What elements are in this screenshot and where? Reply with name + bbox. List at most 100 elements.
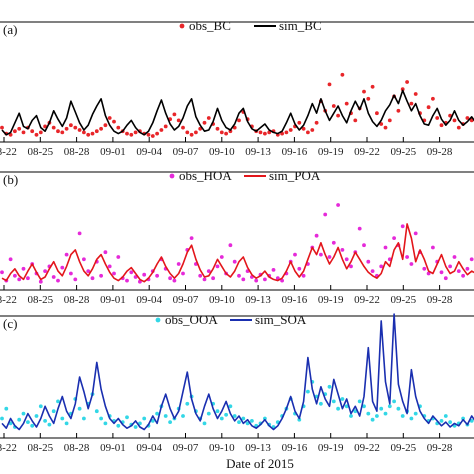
x-tick-label: 09-19 <box>318 294 344 306</box>
data-point-obs_HOA <box>465 266 470 271</box>
data-point-obs_OOA <box>155 411 160 416</box>
data-point-obs_OOA <box>181 414 185 418</box>
data-point-obs_BC <box>51 125 56 130</box>
data-point-obs_HOA <box>129 270 134 275</box>
legend-label-obs_HOA: obs_HOA <box>179 168 232 183</box>
data-point-obs_OOA <box>319 401 323 406</box>
data-point-obs_BC <box>64 126 69 131</box>
data-point-obs_BC <box>452 118 457 123</box>
x-tick-label: 09-13 <box>245 442 271 454</box>
legend-marker-obs_HOA <box>169 173 175 179</box>
data-point-obs_OOA <box>396 406 401 411</box>
data-point-obs_OOA <box>103 421 108 426</box>
data-point-obs_HOA <box>383 245 388 250</box>
data-point-obs_BC <box>310 128 315 132</box>
data-point-obs_HOA <box>82 257 86 262</box>
data-point-obs_HOA <box>357 226 362 231</box>
data-point-obs_HOA <box>254 278 259 283</box>
data-point-obs_HOA <box>439 270 444 275</box>
data-point-obs_OOA <box>125 415 129 420</box>
data-point-obs_HOA <box>51 275 56 279</box>
data-point-obs_OOA <box>232 414 237 418</box>
data-point-obs_BC <box>297 120 302 125</box>
data-point-obs_HOA <box>116 255 121 259</box>
data-point-obs_HOA <box>21 266 26 271</box>
x-tick-label: 09-04 <box>136 146 162 158</box>
data-point-obs_BC <box>327 82 332 87</box>
data-point-obs_BC <box>82 130 86 135</box>
panel-label: (c) <box>3 316 17 331</box>
data-point-obs_OOA <box>0 416 4 421</box>
data-point-obs_BC <box>439 123 444 128</box>
x-tick-label: 09-13 <box>245 294 271 306</box>
data-point-obs_HOA <box>13 273 17 278</box>
data-point-obs_BC <box>383 125 388 130</box>
data-point-obs_BC <box>38 130 43 135</box>
legend-marker-obs_OOA <box>155 317 161 323</box>
data-point-obs_OOA <box>150 419 155 423</box>
data-point-obs_HOA <box>103 250 108 255</box>
x-tick-label: 09-07 <box>173 442 199 454</box>
data-point-obs_BC <box>194 130 198 135</box>
x-tick-label: 09-25 <box>390 146 416 158</box>
data-point-obs_HOA <box>327 255 332 259</box>
data-point-obs_HOA <box>26 276 30 281</box>
data-point-obs_BC <box>56 129 60 134</box>
data-point-obs_BC <box>99 126 103 131</box>
series-obs_OOA <box>0 380 474 429</box>
data-point-obs_OOA <box>224 412 229 417</box>
data-point-obs_OOA <box>206 411 211 416</box>
data-point-obs_HOA <box>379 264 384 269</box>
data-point-obs_HOA <box>69 271 73 276</box>
data-point-obs_BC <box>107 116 112 120</box>
data-point-obs_HOA <box>17 277 22 282</box>
legend-label-sim_BC: sim_BC <box>279 18 322 33</box>
data-point-obs_HOA <box>64 252 69 257</box>
data-point-obs_BC <box>336 113 340 118</box>
x-tick-label: 09-01 <box>100 442 126 454</box>
data-point-obs_OOA <box>64 421 69 426</box>
data-point-obs_BC <box>172 112 177 117</box>
data-point-obs_HOA <box>142 272 147 277</box>
data-point-obs_HOA <box>392 236 396 241</box>
data-point-obs_BC <box>125 131 129 136</box>
x-tick-label: 09-10 <box>209 442 235 454</box>
data-point-obs_OOA <box>26 420 30 424</box>
data-point-obs_OOA <box>51 409 56 414</box>
x-tick-label: 08-22 <box>0 146 17 158</box>
data-point-obs_HOA <box>38 279 43 284</box>
data-point-obs_BC <box>17 126 22 131</box>
data-point-obs_HOA <box>448 264 452 269</box>
data-point-obs_OOA <box>219 416 224 421</box>
data-point-obs_OOA <box>168 420 173 424</box>
data-point-obs_OOA <box>142 416 147 421</box>
data-point-obs_HOA <box>331 240 336 245</box>
data-point-obs_HOA <box>43 269 47 273</box>
data-point-obs_OOA <box>30 423 35 428</box>
series-sim_BC <box>1 89 474 136</box>
data-point-obs_BC <box>146 132 151 137</box>
data-point-obs_HOA <box>172 278 177 283</box>
data-point-obs_OOA <box>409 416 414 421</box>
panel-c: 08-22 08-25 08-28 09-01 09-04 09-07 09-10 09-13… <box>0 312 474 454</box>
data-point-obs_BC <box>288 128 293 132</box>
data-point-obs_BC <box>77 128 82 132</box>
data-point-obs_BC <box>86 132 91 137</box>
data-point-obs_HOA <box>198 273 203 278</box>
data-point-obs_OOA <box>439 419 444 423</box>
data-point-obs_OOA <box>306 389 310 394</box>
data-point-obs_BC <box>400 87 405 92</box>
data-point-obs_BC <box>465 116 470 120</box>
data-point-obs_OOA <box>56 399 60 404</box>
data-point-obs_BC <box>409 101 414 106</box>
data-point-obs_BC <box>413 92 418 96</box>
data-point-obs_HOA <box>206 269 211 273</box>
data-point-obs_OOA <box>344 404 349 409</box>
data-point-obs_HOA <box>405 255 409 259</box>
data-point-obs_OOA <box>379 406 384 411</box>
data-point-obs_HOA <box>219 255 224 259</box>
data-point-obs_BC <box>103 123 108 128</box>
data-point-obs_BC <box>8 132 13 137</box>
x-tick-label: 09-25 <box>390 294 416 306</box>
data-point-obs_HOA <box>456 269 461 273</box>
